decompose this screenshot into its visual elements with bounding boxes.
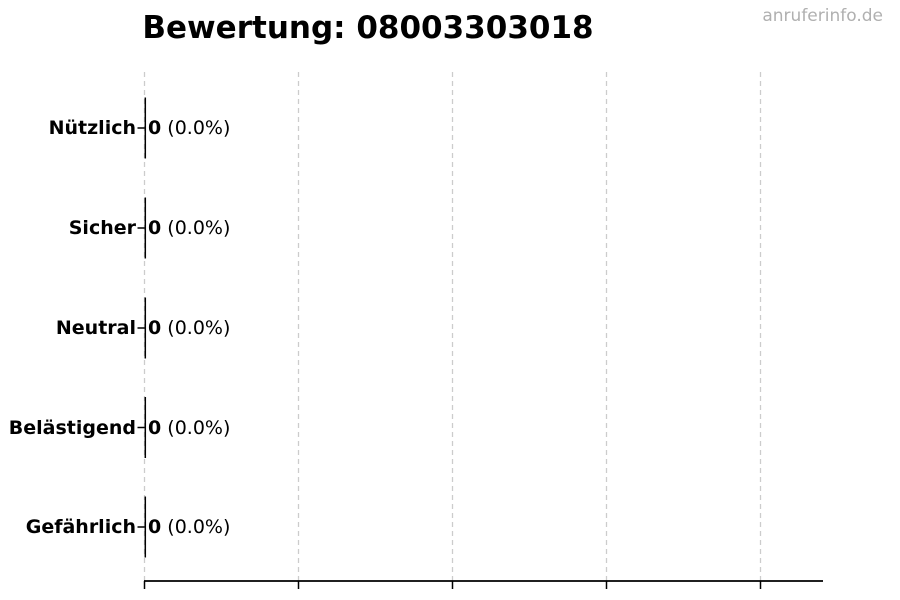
bar-value-annotation: 0 (0.0%) [148, 514, 230, 540]
bar-value: 0 [148, 317, 162, 339]
bar-value-annotation: 0 (0.0%) [148, 115, 230, 141]
bar-percent: (0.0%) [167, 217, 231, 239]
chart-title: Bewertung: 08003303018 [142, 10, 594, 46]
bar-percent: (0.0%) [167, 416, 231, 439]
bar-value-annotation: 0 (0.0%) [148, 415, 230, 441]
bar-percent: (0.0%) [167, 516, 231, 538]
bar-percent: (0.0%) [167, 317, 231, 339]
bar-value: 0 [148, 516, 162, 538]
category-label: Neutral [55, 317, 136, 339]
category-label: Belästigend [8, 416, 136, 439]
bar-percent: (0.0%) [167, 117, 231, 139]
bar-value: 0 [148, 117, 162, 139]
bar-value-annotation: 0 (0.0%) [148, 315, 230, 341]
bar-value: 0 [148, 416, 162, 439]
category-label: Gefährlich [25, 516, 136, 538]
category-label: Sicher [68, 217, 136, 239]
watermark-text: anruferinfo.de [762, 6, 883, 26]
bar-value: 0 [148, 217, 162, 239]
bar-value-annotation: 0 (0.0%) [148, 215, 230, 241]
category-label: Nützlich [48, 117, 136, 139]
